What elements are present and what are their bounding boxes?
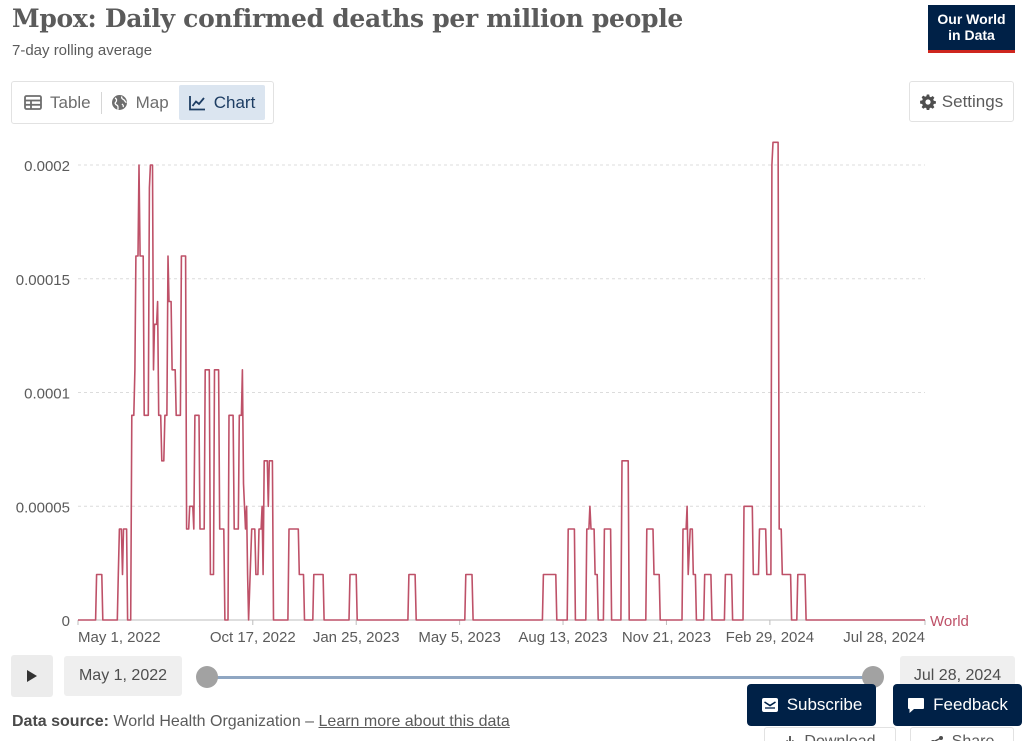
settings-label: Settings [941,91,1004,111]
x-tick-label: May 1, 2022 [78,629,161,646]
tab-table-label: Table [50,92,91,112]
share-label: Share [952,733,995,741]
x-axis-ticks: May 1, 2022 Oct 17, 2022 Jan 25, 2023 May 5… [77,619,926,646]
speech-bubble-icon [908,697,925,713]
logo-line-2: in Data [948,27,995,43]
timeline-start-date[interactable]: May 1, 2022 [64,656,182,696]
feedback-button[interactable]: Feedback [893,684,1022,726]
series-line-world [78,141,925,621]
x-tick-label: Jan 25, 2023 [313,629,400,646]
share-button[interactable]: Share [910,727,1014,741]
tab-table[interactable]: Table [15,85,101,120]
y-tick-label: 0 [62,613,70,630]
table-icon [24,95,42,110]
x-tick-label: May 5, 2023 [418,629,501,646]
subscribe-button[interactable]: Subscribe [747,684,876,726]
x-tick-label: Jul 28, 2024 [843,629,925,646]
timeline-end-handle[interactable] [862,666,884,688]
view-tabs: Table Map Chart [11,81,274,124]
chart-title: Mpox: Daily confirmed deaths per million… [12,4,683,33]
tab-chart[interactable]: Chart [178,85,266,120]
line-chart: 0 0.00005 0.0001 0.00015 0.0002 May 1, 2022 O… [16,141,969,646]
chart-subtitle: 7-day rolling average [12,42,153,59]
source-name: World Health Organization – [113,713,319,730]
data-source: Data source: World Health Organization –… [12,713,510,731]
globe-icon [111,95,127,110]
subscribe-label: Subscribe [786,695,863,714]
y-tick-label: 0.00005 [16,499,70,516]
download-label: Download [804,733,875,741]
y-axis-ticks: 0 0.00005 0.0001 0.00015 0.0002 [16,158,70,630]
timeline-track[interactable] [207,676,873,679]
series-layer: World [78,141,969,630]
series-label: World [930,613,969,630]
play-icon [27,670,37,682]
y-tick-label: 0.0001 [24,386,70,403]
download-icon [786,736,795,741]
line-chart-icon [188,95,205,110]
tab-chart-label: Chart [213,92,256,112]
y-tick-label: 0.00015 [16,272,70,289]
tab-divider [100,91,102,114]
x-tick-label: Oct 17, 2022 [210,629,296,646]
gear-icon [919,94,936,110]
tab-map-label: Map [135,92,169,112]
feedback-label: Feedback [933,695,1008,714]
x-tick-label: Feb 29, 2024 [726,629,814,646]
owid-logo[interactable]: Our World in Data [928,5,1015,53]
source-prefix: Data source: [12,713,109,730]
share-icon [930,736,943,741]
y-tick-label: 0.0002 [24,158,70,175]
timeline-start-handle[interactable] [196,666,218,688]
download-button[interactable]: Download [764,727,896,741]
settings-button[interactable]: Settings [909,81,1014,122]
x-tick-label: Aug 13, 2023 [518,629,607,646]
learn-more-link[interactable]: Learn more about this data [318,713,510,730]
play-button[interactable] [11,655,53,697]
tab-map[interactable]: Map [102,85,179,120]
x-tick-label: Nov 21, 2023 [622,629,711,646]
logo-line-1: Our World [937,11,1006,27]
envelope-icon [761,698,778,712]
